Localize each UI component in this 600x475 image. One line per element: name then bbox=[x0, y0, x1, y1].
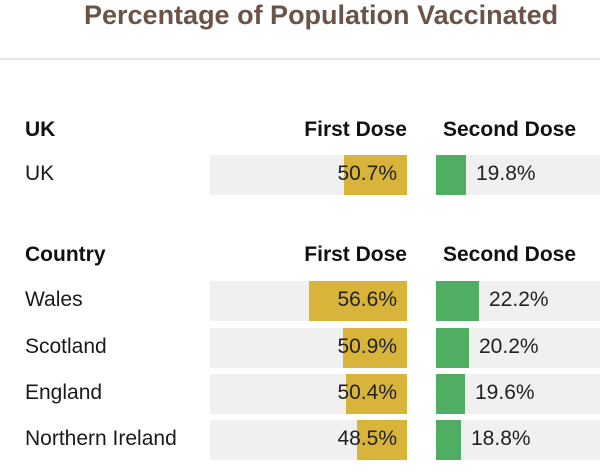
section-header-label: UK bbox=[25, 118, 56, 141]
row-label: Scotland bbox=[25, 335, 107, 358]
second-dose-value: 22.2% bbox=[489, 288, 549, 311]
first-dose-header: First Dose bbox=[304, 243, 407, 266]
second-dose-header: Second Dose bbox=[443, 118, 577, 141]
second-dose-value: 19.8% bbox=[476, 162, 536, 185]
second-dose-track bbox=[436, 420, 600, 460]
first-dose-track bbox=[210, 328, 407, 368]
first-dose-bar bbox=[309, 281, 407, 321]
first-dose-track bbox=[210, 155, 407, 195]
first-dose-value: 50.7% bbox=[337, 162, 397, 185]
second-dose-track bbox=[436, 155, 600, 195]
second-dose-bar bbox=[436, 328, 469, 368]
first-dose-bar bbox=[343, 328, 407, 368]
first-dose-bar bbox=[357, 420, 407, 460]
first-dose-bar bbox=[346, 374, 407, 414]
row-label: England bbox=[25, 381, 103, 404]
first-dose-track bbox=[210, 281, 407, 321]
second-dose-value: 18.8% bbox=[471, 427, 531, 450]
row-label: UK bbox=[25, 162, 55, 185]
row-label: Northern Ireland bbox=[25, 427, 177, 450]
second-dose-bar bbox=[436, 281, 479, 321]
first-dose-header: First Dose bbox=[304, 118, 407, 141]
first-dose-value: 50.9% bbox=[337, 335, 397, 358]
second-dose-value: 19.6% bbox=[475, 381, 535, 404]
section-header-label: Country bbox=[25, 243, 106, 266]
second-dose-header: Second Dose bbox=[443, 243, 577, 266]
second-dose-bar bbox=[436, 374, 465, 414]
chart-title: Percentage of Population Vaccinated bbox=[84, 0, 559, 30]
second-dose-track bbox=[436, 328, 600, 368]
second-dose-track bbox=[436, 374, 600, 414]
row-label: Wales bbox=[25, 288, 83, 311]
first-dose-value: 48.5% bbox=[337, 427, 397, 450]
title-divider bbox=[0, 58, 600, 60]
first-dose-value: 56.6% bbox=[337, 288, 397, 311]
second-dose-bar bbox=[436, 155, 466, 195]
first-dose-track bbox=[210, 420, 407, 460]
second-dose-track bbox=[436, 281, 600, 321]
first-dose-track bbox=[210, 374, 407, 414]
first-dose-bar bbox=[344, 155, 407, 195]
second-dose-bar bbox=[436, 420, 461, 460]
first-dose-value: 50.4% bbox=[337, 381, 397, 404]
second-dose-value: 20.2% bbox=[479, 335, 539, 358]
